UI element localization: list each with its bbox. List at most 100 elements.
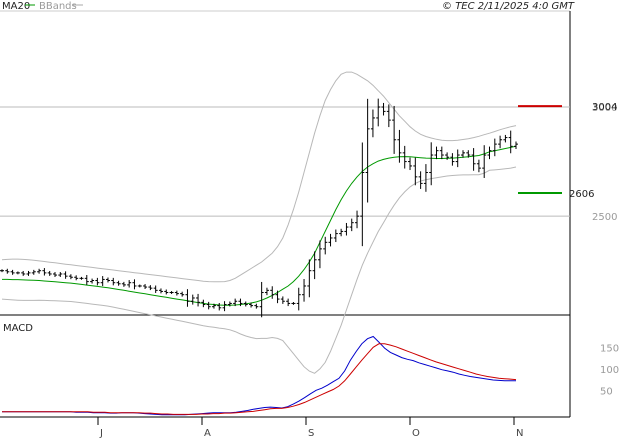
ohlc-bar xyxy=(121,281,126,287)
ohlc-bar xyxy=(143,284,148,289)
macd-line xyxy=(2,335,516,416)
ohlc-bar xyxy=(174,290,179,296)
ohlc-bar xyxy=(370,109,375,138)
price-tick-label: 2500 xyxy=(592,212,617,223)
price-gridlines xyxy=(0,106,570,217)
resistance-label: 3004 xyxy=(592,102,617,113)
macd-tick-label: 100 xyxy=(600,365,619,376)
ohlc-bar xyxy=(508,130,513,154)
ohlc-bar xyxy=(164,289,169,295)
ohlc-bar xyxy=(471,148,476,171)
ohlc-bar xyxy=(296,287,301,311)
ohlc-bar xyxy=(323,236,328,255)
ohlc-bar xyxy=(286,298,291,307)
ohlc-bar xyxy=(10,269,15,275)
ohlc-bar xyxy=(307,259,312,298)
ohlc-bar xyxy=(264,287,269,296)
ohlc-bar xyxy=(397,129,402,163)
macd-axis-labels: 50 100 150 xyxy=(600,343,619,397)
bbands-lower-line xyxy=(1,166,517,374)
ohlc-bar xyxy=(482,145,487,178)
ohlc-bar xyxy=(222,301,227,312)
ohlc-bar xyxy=(259,281,264,318)
ohlc-bar xyxy=(68,274,73,280)
ohlc-bar xyxy=(418,171,423,189)
ma20-line xyxy=(2,145,517,306)
ohlc-bar xyxy=(386,104,391,128)
ohlc-bar xyxy=(487,146,492,160)
macd-lines xyxy=(2,335,517,416)
ohlc-bar xyxy=(63,271,68,279)
bollinger-bands xyxy=(1,71,517,374)
price-panel-frame xyxy=(0,10,571,316)
ohlc-bar xyxy=(105,277,110,283)
x-tick-label: N xyxy=(516,428,523,439)
ohlc-bar xyxy=(42,268,47,276)
ohlc-bar xyxy=(275,290,280,304)
ohlc-bar xyxy=(84,274,89,285)
ohlc-bar xyxy=(111,277,116,286)
ohlc-bar xyxy=(190,294,195,305)
ohlc-bar xyxy=(450,153,455,166)
copyright-timestamp: © TEC 2/11/2025 4:0 GMT xyxy=(442,1,575,12)
ohlc-bar xyxy=(381,102,386,116)
ohlc-bar xyxy=(95,277,100,286)
ohlc-bar xyxy=(211,303,216,309)
ohlc-bar xyxy=(180,291,185,297)
bbands-upper-line xyxy=(1,71,517,283)
ohlc-bar xyxy=(476,159,481,173)
ohlc-bar xyxy=(206,301,211,310)
ohlc-bar xyxy=(413,157,418,186)
ohlc-bar xyxy=(158,288,163,294)
ohlc-bar xyxy=(148,285,153,291)
ohlc-bar xyxy=(116,280,121,286)
x-tick-label: O xyxy=(412,428,420,439)
ohlc-bar xyxy=(196,293,201,307)
x-tick-label: A xyxy=(204,428,211,439)
ohlc-bar xyxy=(302,279,307,302)
ohlc-bar xyxy=(339,228,344,237)
ohlc-bar xyxy=(127,280,132,288)
ohlc-bar xyxy=(153,285,158,293)
ohlc-bar xyxy=(217,302,222,311)
ohlc-bar xyxy=(169,291,174,294)
ohlc-bar xyxy=(201,299,206,308)
macd-panel-frame xyxy=(0,315,571,418)
ohlc-bar xyxy=(21,270,26,276)
ohlc-bar xyxy=(15,271,20,275)
ohlc-bar xyxy=(26,270,31,276)
legend-ma20-label: MA20 xyxy=(2,1,30,12)
ohlc-bar xyxy=(434,146,439,160)
ohlc-bar xyxy=(100,276,105,287)
ohlc-bar xyxy=(344,222,349,236)
ohlc-bar xyxy=(243,301,248,307)
ohlc-bar xyxy=(291,301,296,305)
ohlc-bar xyxy=(137,284,142,288)
ohlc-bar xyxy=(79,276,84,280)
signal-line xyxy=(2,343,517,415)
ma20-line-path xyxy=(2,145,517,306)
ohlc-bar xyxy=(514,141,518,149)
ohlc-bar xyxy=(355,210,360,229)
macd-tick-label: 50 xyxy=(600,386,613,397)
macd-tick-label: 150 xyxy=(600,343,619,354)
price-axis-labels: 2500 3000 xyxy=(592,103,617,223)
ohlc-bar xyxy=(185,289,190,307)
ohlc-bar xyxy=(455,149,460,168)
ohlc-bar xyxy=(58,272,63,277)
ohlc-bar xyxy=(333,229,338,243)
ohlc-bar xyxy=(328,233,333,247)
legend: MA20 BBands xyxy=(2,1,83,12)
ohlc-bar xyxy=(466,150,471,158)
ohlc-bar xyxy=(392,105,397,154)
ohlc-bar xyxy=(52,272,57,277)
ohlc-bar xyxy=(0,269,4,273)
x-tick-label: S xyxy=(308,428,314,439)
macd-panel-title: MACD xyxy=(3,323,33,334)
ohlc-bar xyxy=(317,240,322,269)
ohlc-bar xyxy=(423,164,428,192)
ohlc-bar xyxy=(233,298,238,307)
